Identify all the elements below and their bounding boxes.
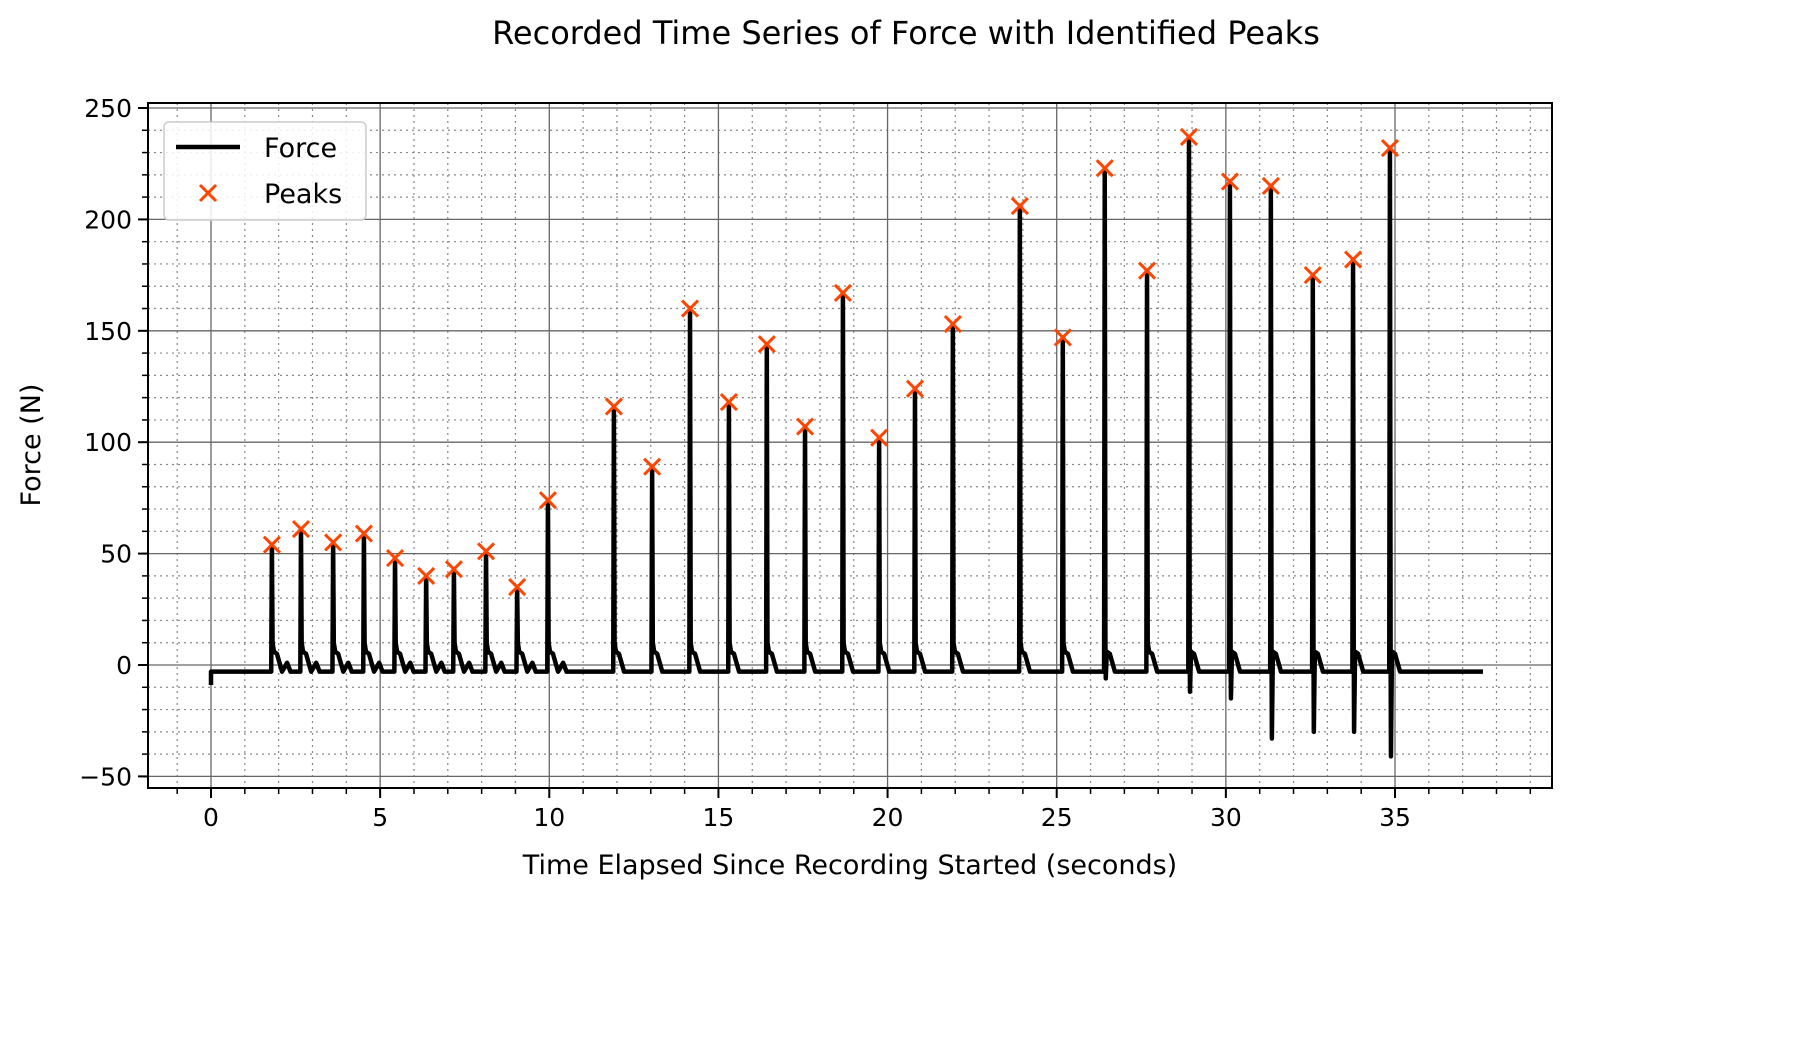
x-tick-label: 0 [203,803,219,832]
x-tick-label: 30 [1210,803,1242,832]
peak-x-stroke [324,533,343,552]
peak-marker [905,379,925,398]
peak-x-stroke [1343,250,1363,269]
peak-x-stroke [1261,176,1280,196]
y-tick-label: 0 [116,651,132,680]
peak-x-stroke [538,491,557,510]
legend-peaks-swatch [198,183,218,203]
y-tick-label: 150 [84,317,132,346]
x-tick-label: 10 [533,803,565,832]
peak-marker [795,417,815,436]
peak-marker [1303,266,1322,285]
peak-x-stroke [905,379,925,398]
force-line [208,134,1483,759]
peak-marker [538,491,557,510]
peak-x-stroke [476,542,496,561]
peak-marker [1343,250,1363,269]
peak-marker [943,315,962,334]
plot-frame [147,102,1553,789]
peak-x-stroke [680,299,700,318]
legend: Force Peaks [163,121,367,221]
peak-x-stroke [385,548,405,568]
y-axis-label: Force (N) [16,384,47,507]
peak-marker [385,548,405,568]
peak-marker [643,457,662,476]
peak-marker [757,335,776,354]
peak-x-stroke [1137,261,1157,280]
x-tick-label: 35 [1379,803,1411,832]
x-tick-label: 25 [1041,803,1073,832]
peak-marker [508,577,527,597]
peak-x-stroke [262,535,281,554]
peak-x-stroke [833,283,852,302]
peak-marker [719,393,738,412]
peak-x-stroke [643,457,662,476]
x-tick-label: 20 [872,803,904,832]
peak-marker [1179,127,1199,147]
peak-marker [476,542,496,561]
y-tick-label: 100 [84,428,132,457]
peak-marker [1380,139,1399,158]
peak-marker [604,397,623,416]
y-tick-label: 200 [84,205,132,234]
x-axis-label: Time Elapsed Since Recording Started (se… [522,850,1177,881]
peak-x-stroke [1179,127,1199,147]
peak-marker [1095,159,1114,178]
peak-x-stroke [719,393,738,412]
peak-x-stroke [757,335,776,354]
peak-marker [833,283,852,302]
peak-x-stroke [291,520,311,539]
peak-marker [1010,196,1029,216]
peak-x-stroke [1220,172,1239,191]
legend-label-peaks: Peaks [264,179,342,210]
peak-x-stroke [1380,139,1399,158]
x-tick-label: 15 [703,803,735,832]
peak-x-stroke [795,417,815,436]
peak-x-stroke [417,566,436,585]
peak-x-stroke [870,428,889,447]
peak-x-stroke [354,524,373,543]
chart-title: Recorded Time Series of Force with Ident… [492,14,1320,52]
peak-marker [1137,261,1157,280]
peak-x-stroke [508,577,527,597]
x-tick-label: 5 [372,803,388,832]
peak-marker [291,520,311,539]
peak-marker [1053,328,1072,347]
peak-marker [1261,176,1280,196]
peak-x-stroke [1053,328,1072,347]
legend-label-force: Force [264,133,337,164]
peak-marker [354,524,373,543]
y-tick-label: −50 [79,762,132,791]
peak-marker [417,566,436,585]
peak-x-stroke [1303,266,1322,285]
peak-marker [444,560,463,579]
peak-marker [324,533,343,552]
y-tick-label: 250 [84,94,132,123]
peak-x-stroke [444,560,463,579]
y-tick-label: 50 [100,540,132,569]
peak-marker [870,428,889,447]
peak-x-stroke [604,397,623,416]
peak-marker [262,535,281,554]
peak-x-stroke [1010,196,1029,216]
peak-x-stroke [1095,159,1114,178]
peak-marker [680,299,700,318]
peak-marker [1220,172,1239,191]
peak-x-stroke [943,315,962,334]
